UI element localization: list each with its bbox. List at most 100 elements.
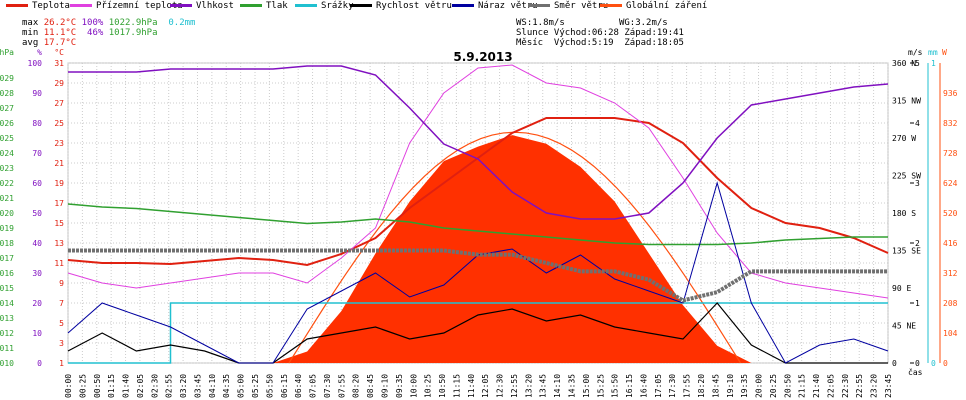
x-tick-label: 17:30 [668, 374, 677, 398]
x-tick-label: 23:20 [870, 374, 879, 398]
legend-label: Tlak [266, 1, 288, 11]
radiation-tick: 728 [943, 149, 958, 158]
stat-max-press: 1022.9hPa [108, 18, 158, 28]
x-tick-label: 14:35 [568, 374, 577, 398]
x-tick-label: 12:30 [496, 374, 505, 398]
x-tick-label: 20:50 [783, 374, 792, 398]
x-tick-label: 16:40 [639, 374, 648, 398]
x-tick-label: 00:00 [64, 374, 73, 398]
legend-swatch [170, 4, 192, 7]
sun-line-3: Měsíc Východ:5:19 Západ:18:05 [516, 38, 684, 48]
humidity-tick: 100 [28, 59, 43, 68]
legend-swatch [528, 4, 550, 7]
wind-dir-tick: 45 NE [892, 322, 916, 331]
x-tick-label: 08:45 [366, 374, 375, 398]
pressure-tick: 1026 [0, 119, 14, 128]
x-tick-label: 14:10 [553, 374, 562, 398]
x-tick-label: 07:30 [323, 374, 332, 398]
x-tick-label: 07:55 [337, 374, 346, 398]
wind-dir-tick: 90 E [892, 284, 911, 293]
legend-label: Přízemní teplota [96, 1, 183, 11]
stats-panel: max 26.2°C 100% 1022.9hPa 0.2mm min 11.1… [22, 18, 195, 48]
legend-item: Tlak [240, 1, 288, 11]
legend-swatch [6, 4, 28, 7]
humidity-unit: % [37, 48, 42, 57]
humidity-tick: 70 [32, 149, 42, 158]
radiation-tick: 832 [943, 119, 958, 128]
legend-label: Rychlost větru [376, 1, 452, 11]
pressure-tick: 1018 [0, 239, 14, 248]
legend-label: Směr větru [554, 1, 609, 11]
x-tick-label: 15:50 [611, 374, 620, 398]
x-tick-label: 03:20 [179, 374, 188, 398]
wind-speed-tick: 5 [915, 59, 920, 68]
temperature-tick: 29 [54, 79, 64, 88]
x-tick-label: 04:10 [208, 374, 217, 398]
legend-item: Směr větru [528, 1, 608, 11]
x-tick-label: 06:40 [294, 374, 303, 398]
pressure-tick: 1021 [0, 194, 14, 203]
legend-swatch [70, 4, 92, 7]
x-tick-label: 16:15 [625, 374, 634, 398]
x-tick-label: 01:15 [107, 374, 116, 398]
x-tick-label: 05:00 [237, 374, 246, 398]
right-axis-unit: m/s [908, 48, 923, 57]
sun-moon-panel: WS:1.8m/s WG:3.2m/s Slunce Východ:06:28 … [516, 18, 684, 48]
sun-line-1: WS:1.8m/s WG:3.2m/s [516, 18, 668, 28]
wind-speed-tick: 3 [915, 179, 920, 188]
pressure-tick: 1028 [0, 89, 14, 98]
temperature-tick: 19 [54, 179, 64, 188]
pressure-tick: 1017 [0, 254, 14, 263]
legend-swatch [240, 4, 262, 7]
humidity-tick: 20 [32, 299, 42, 308]
pressure-tick: 1022 [0, 179, 14, 188]
temperature-tick: 27 [54, 99, 64, 108]
x-tick-label: 15:00 [582, 374, 591, 398]
stat-avg-label: avg [22, 38, 39, 48]
series-line-tlak [67, 203, 888, 246]
sun-line-2: Slunce Východ:06:28 Západ:19:41 [516, 28, 684, 38]
wind-dir-tick: 180 S [892, 209, 916, 218]
radiation-tick: 520 [943, 209, 958, 218]
stat-avg-temp: 17.7°C [43, 38, 77, 48]
wind-speed-tick: 1 [915, 299, 920, 308]
radiation-tick: 208 [943, 299, 958, 308]
stat-max-rain: 0.2mm [168, 18, 196, 28]
pressure-tick: 1016 [0, 269, 14, 278]
temperature-tick: 3 [59, 339, 64, 348]
humidity-tick: 30 [32, 269, 42, 278]
pressure-tick: 1029 [0, 74, 14, 83]
right-axis-unit: mm [928, 48, 938, 57]
temperature-tick: 5 [59, 319, 64, 328]
radiation-tick: 0 [943, 359, 948, 368]
temperature-tick: 25 [54, 119, 64, 128]
legend-item: Náraz větru [452, 1, 538, 11]
temperature-tick: 23 [54, 139, 64, 148]
legend-label: Vlhkost [196, 1, 234, 11]
pressure-tick: 1025 [0, 134, 14, 143]
x-tick-label: 05:25 [251, 374, 260, 398]
x-tick-label: 11:40 [467, 374, 476, 398]
stat-min-temp: 11.1°C [43, 28, 77, 38]
pressure-tick: 1024 [0, 149, 14, 158]
x-tick-label: 09:10 [380, 374, 389, 398]
stat-max-label: max [22, 18, 39, 28]
chart-title: 5.9.2013 [453, 50, 512, 64]
legend-item: Rychlost větru [350, 1, 452, 11]
humidity-tick: 50 [32, 209, 42, 218]
x-tick-label: 06:15 [280, 374, 289, 398]
x-tick-label: 02:55 [165, 374, 174, 398]
wind-speed-tick: 4 [915, 119, 920, 128]
wind-speed-tick: 2 [915, 239, 920, 248]
x-axis-label: čas [908, 367, 923, 377]
x-tick-label: 13:20 [524, 374, 533, 398]
x-tick-label: 21:15 [798, 374, 807, 398]
legend-swatch [295, 4, 317, 7]
pressure-tick: 1013 [0, 314, 14, 323]
